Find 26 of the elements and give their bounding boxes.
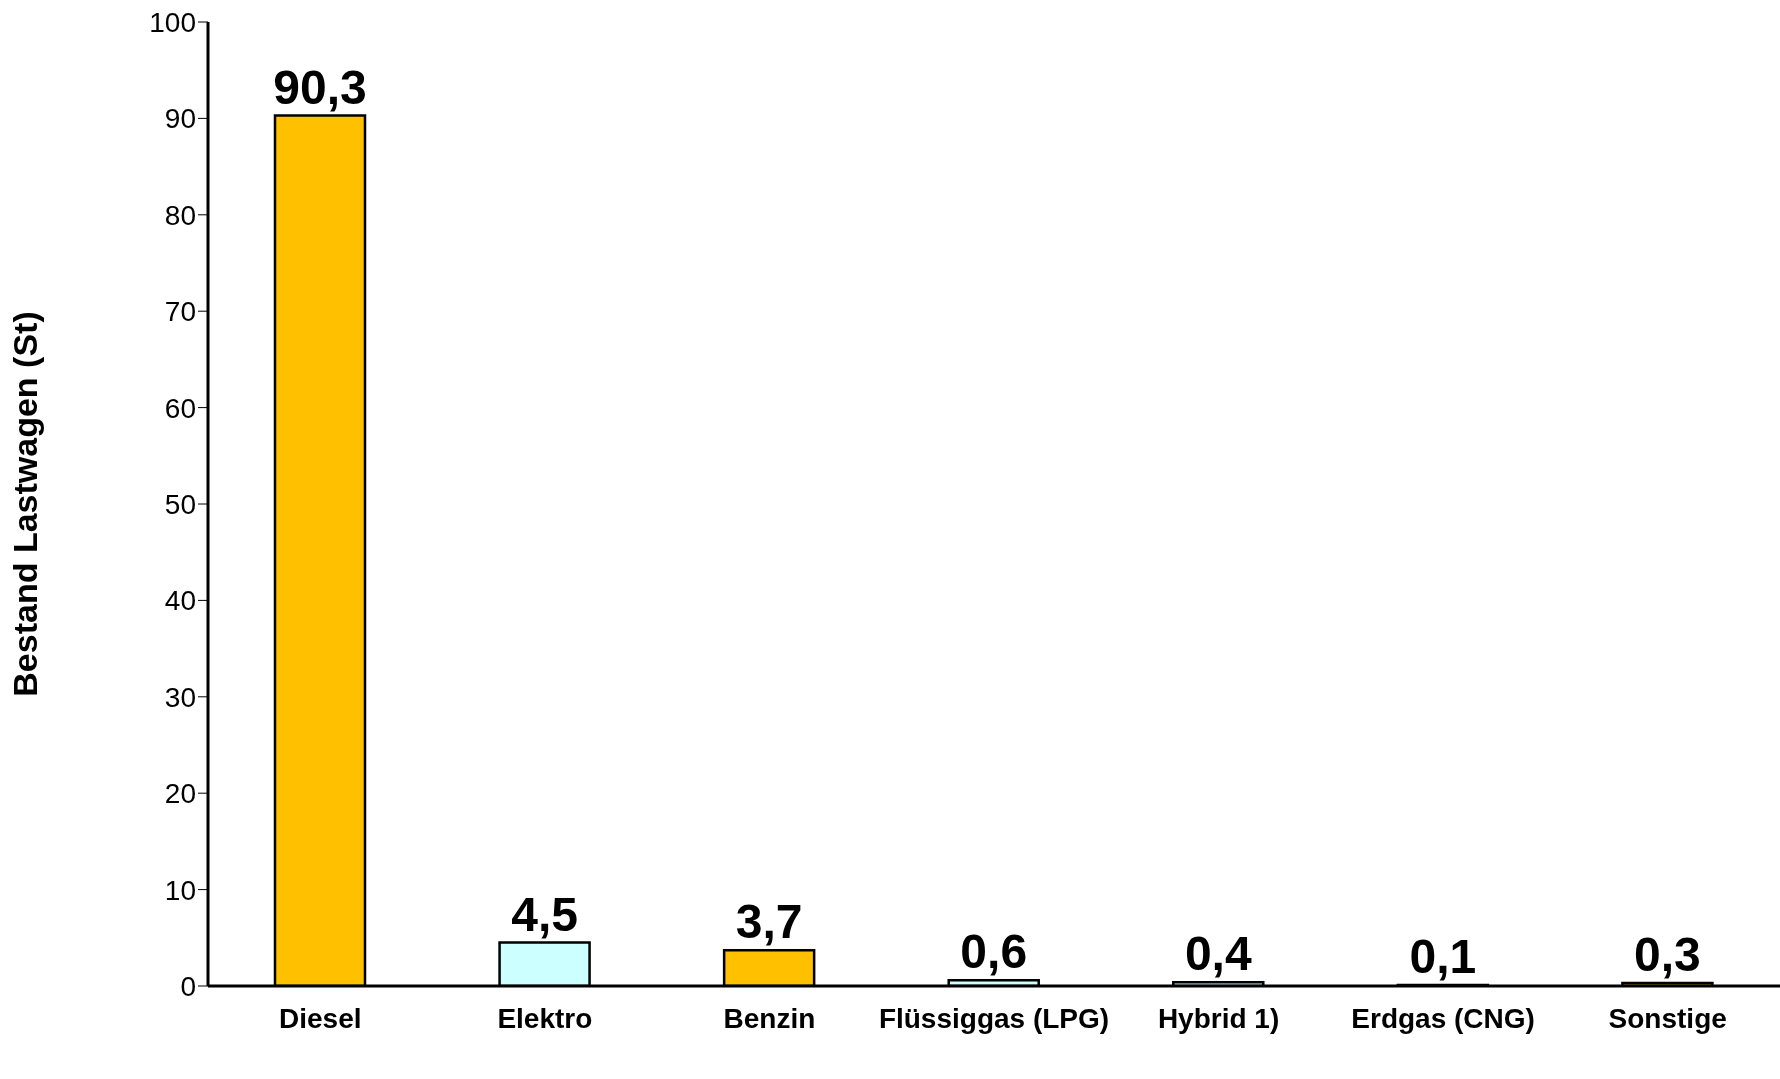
x-tick-label: Erdgas (CNG) xyxy=(1351,1002,1535,1034)
y-tick-label: 60 xyxy=(164,392,196,424)
data-label: 90,3 xyxy=(273,60,367,114)
y-tick-label: 0 xyxy=(180,970,196,1002)
y-tick-label: 50 xyxy=(164,488,196,520)
data-label: 0,1 xyxy=(1409,930,1477,984)
data-label: 0,6 xyxy=(960,925,1028,979)
data-label: 0,3 xyxy=(1634,928,1701,982)
x-tick-label: Flüssiggas (LPG) xyxy=(878,1002,1110,1034)
x-tick-label: Benzin xyxy=(723,1002,816,1034)
y-tick-label: 80 xyxy=(164,199,196,231)
data-label: 4,5 xyxy=(511,887,578,941)
y-tick-label: 30 xyxy=(164,681,196,713)
data-label: 3,7 xyxy=(735,895,803,949)
x-tick-label: Hybrid 1) xyxy=(1157,1002,1280,1034)
y-axis-title: Bestand Lastwagen (St) xyxy=(6,311,45,697)
y-tick-label: 70 xyxy=(164,296,196,328)
y-tick-label: 10 xyxy=(164,874,196,906)
x-tick-label: Diesel xyxy=(279,1002,362,1034)
y-tick-label: 100 xyxy=(149,6,196,38)
x-tick-label: Sonstige xyxy=(1608,1002,1727,1034)
y-tick-label: 40 xyxy=(164,585,196,617)
data-label: 0,4 xyxy=(1184,927,1252,981)
y-tick-label: 90 xyxy=(164,103,196,135)
y-tick-label: 20 xyxy=(164,778,196,810)
x-tick-label: Elektro xyxy=(497,1002,593,1034)
